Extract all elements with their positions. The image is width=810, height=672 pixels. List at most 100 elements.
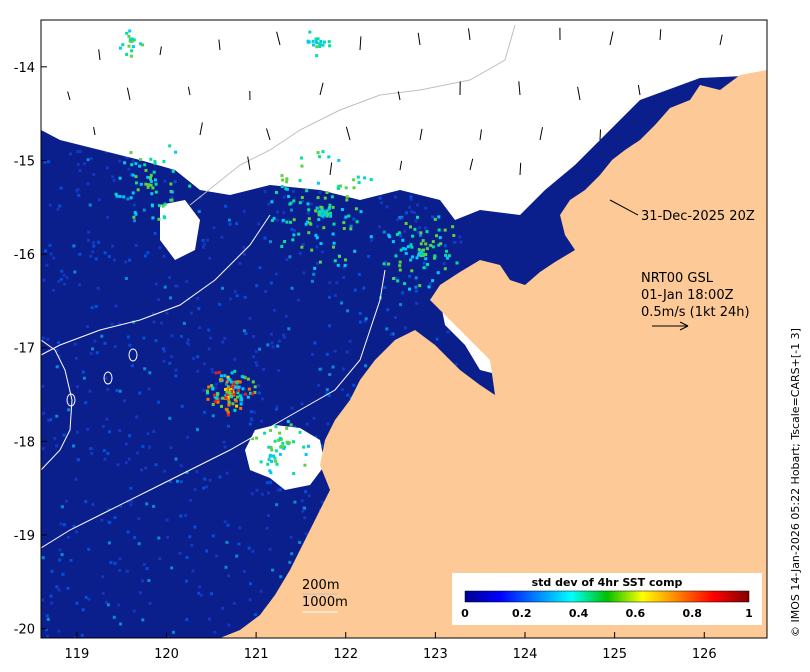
- sst-pixel: [118, 429, 122, 432]
- sst-pixel: [335, 281, 339, 285]
- sst-speck: [424, 257, 428, 261]
- sst-pixel: [168, 361, 172, 365]
- colorbar: [464, 590, 750, 603]
- sst-pixel: [133, 219, 136, 223]
- sst-pixel: [303, 516, 307, 520]
- sst-pixel: [123, 399, 126, 403]
- sst-pixel: [154, 282, 158, 286]
- sst-speck: [345, 198, 349, 202]
- sst-speck: [447, 254, 451, 258]
- sst-pixel: [405, 211, 408, 215]
- sst-speck: [154, 182, 158, 186]
- sst-speck: [285, 440, 289, 444]
- sst-speck: [318, 45, 322, 48]
- sst-pixel: [152, 504, 156, 508]
- sst-pixel: [269, 480, 272, 484]
- sst-speck: [281, 441, 285, 445]
- current-vector: [247, 156, 251, 171]
- sst-speck: [409, 225, 412, 229]
- sst-speck: [274, 425, 278, 429]
- sst-speck: [272, 216, 276, 220]
- sst-speck: [163, 216, 167, 220]
- sst-pixel: [58, 558, 62, 562]
- sst-speck: [251, 392, 255, 396]
- sst-pixel: [408, 274, 411, 278]
- sst-pixel: [284, 314, 288, 318]
- sst-speck: [391, 240, 395, 244]
- sst-speck: [125, 31, 129, 35]
- sst-speck: [241, 387, 245, 391]
- sst-speck: [418, 284, 422, 288]
- sst-speck: [455, 261, 459, 265]
- current-vector: [187, 86, 191, 96]
- sst-pixel: [364, 364, 368, 368]
- sst-pixel: [228, 222, 232, 226]
- sst-pixel: [41, 556, 45, 560]
- sst-pixel: [97, 198, 101, 202]
- sst-pixel: [48, 203, 52, 207]
- sst-pixel: [103, 251, 107, 255]
- sst-speck: [170, 198, 174, 202]
- sst-speck: [269, 445, 273, 449]
- sst-speck: [285, 180, 289, 184]
- sst-pixel: [60, 505, 64, 509]
- sst-pixel: [107, 508, 111, 511]
- sst-pixel: [346, 393, 350, 397]
- sst-pixel: [77, 458, 80, 462]
- sst-speck: [292, 233, 296, 237]
- sst-pixel: [196, 428, 199, 432]
- sst-speck: [136, 188, 140, 192]
- sst-pixel: [279, 575, 283, 579]
- sst-pixel: [399, 303, 403, 307]
- sst-pixel: [424, 206, 428, 210]
- sst-pixel: [211, 414, 215, 418]
- sst-pixel: [320, 250, 324, 254]
- colorbar-tick-label: 0.8: [682, 607, 702, 620]
- sst-speck: [232, 382, 236, 386]
- sst-pixel: [292, 189, 295, 193]
- sst-speck: [321, 150, 325, 154]
- sst-speck: [129, 196, 133, 200]
- sst-speck: [149, 180, 153, 183]
- sst-speck: [408, 287, 411, 291]
- sst-pixel: [249, 582, 252, 586]
- sst-pixel: [169, 446, 173, 450]
- sst-speck: [303, 463, 307, 467]
- sst-pixel: [263, 236, 267, 240]
- sst-pixel: [358, 311, 362, 315]
- sst-pixel: [314, 435, 318, 439]
- sst-speck: [268, 469, 272, 473]
- sst-pixel: [293, 500, 297, 504]
- sst-speck: [240, 375, 244, 379]
- sst-speck: [281, 218, 285, 222]
- sst-pixel: [91, 250, 95, 254]
- sst-speck: [317, 218, 321, 221]
- sst-pixel: [333, 349, 337, 353]
- sst-pixel: [69, 558, 73, 562]
- sst-pixel: [394, 277, 398, 280]
- sst-pixel: [399, 234, 403, 238]
- sst-pixel: [62, 273, 66, 277]
- sst-speck: [210, 384, 214, 388]
- sst-speck: [327, 40, 331, 44]
- sst-pixel: [72, 244, 76, 248]
- sst-pixel: [108, 430, 111, 434]
- sst-pixel: [76, 150, 80, 154]
- sst-pixel: [207, 328, 211, 332]
- sst-speck: [419, 250, 423, 254]
- sst-pixel: [78, 150, 82, 153]
- sst-pixel: [72, 524, 76, 528]
- sst-pixel: [86, 427, 90, 431]
- sst-pixel: [58, 204, 62, 208]
- sst-speck: [337, 158, 341, 162]
- sst-pixel: [59, 522, 63, 526]
- y-tick-label: -18: [14, 435, 35, 450]
- sst-pixel: [427, 244, 431, 247]
- sst-speck: [225, 393, 229, 397]
- sst-pixel: [325, 352, 329, 356]
- sst-speck: [327, 207, 331, 211]
- sst-pixel: [257, 222, 261, 226]
- sst-speck: [417, 248, 421, 252]
- sst-speck: [221, 396, 225, 400]
- current-vector: [519, 162, 522, 176]
